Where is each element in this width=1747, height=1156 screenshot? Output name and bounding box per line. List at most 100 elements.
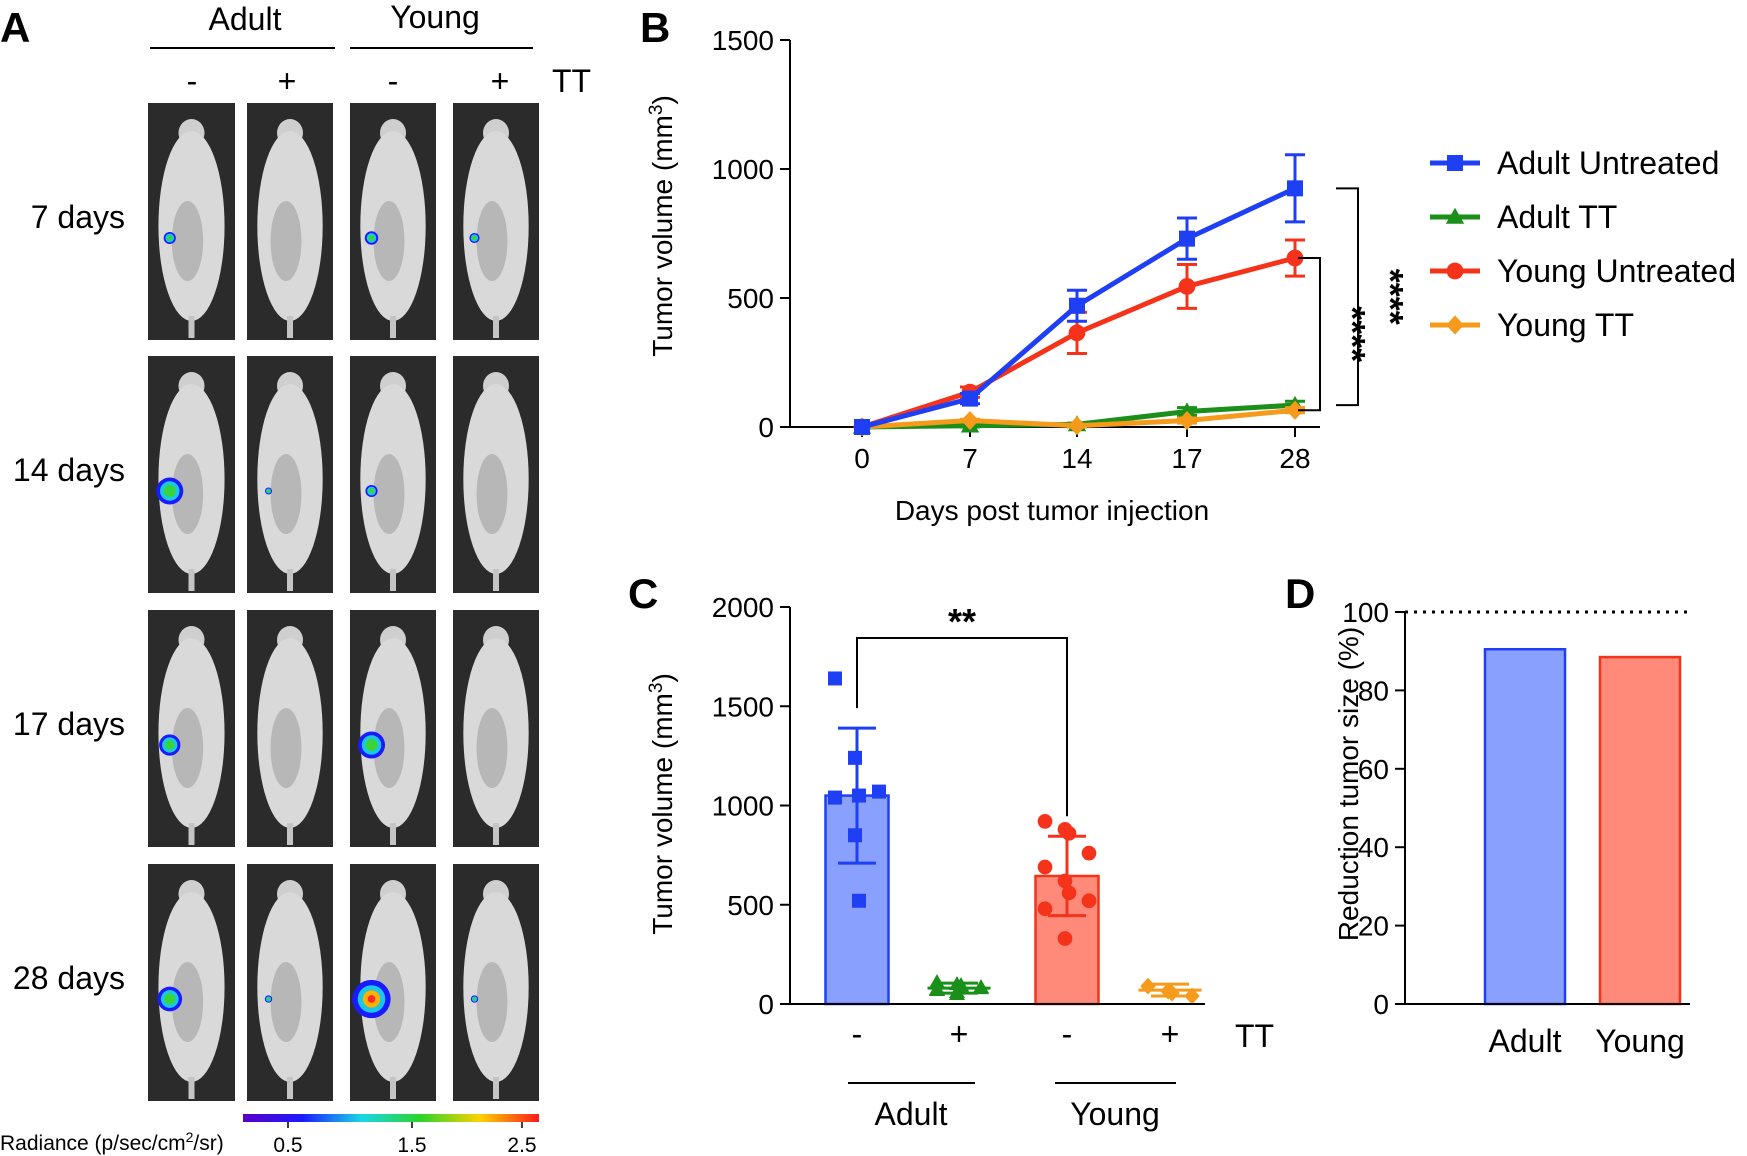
individual-point xyxy=(1061,825,1077,841)
row-label-4: 28 days xyxy=(13,960,125,996)
panel-c-bar-chart: 0 500 1000 1500 2000 - + - + TT Adult Young ** xyxy=(712,592,1274,1132)
bioluminescence-inner xyxy=(167,235,173,241)
data-point xyxy=(1286,249,1304,267)
legend-marker xyxy=(1445,207,1465,224)
x-tick-label: 0 xyxy=(854,443,870,474)
y-tick-label: 1000 xyxy=(712,154,774,185)
category-label: Young xyxy=(1595,1023,1685,1059)
significance-stars: **** xyxy=(1332,306,1373,362)
individual-point xyxy=(848,828,862,843)
treatment-sign: - xyxy=(1062,1016,1073,1052)
mouse-organ-shadow xyxy=(476,962,508,1042)
mouse-image-r1-c1 xyxy=(148,103,235,340)
mouse-tail xyxy=(390,569,396,591)
bar-adult xyxy=(1483,647,1567,1006)
panel-c: C 0 500 1000 1500 2000 - + - + TT Adult Young ** Tum… xyxy=(628,570,1274,1132)
data-point xyxy=(1178,410,1196,431)
bioluminescence-inner xyxy=(164,740,175,750)
x-tick-label: 28 xyxy=(1279,443,1310,474)
panel-b: B 0 500 1000 1500 0 7 14 17 28 ******** Adult Untr… xyxy=(640,4,1736,526)
x-tick-label: 17 xyxy=(1171,443,1202,474)
data-point xyxy=(961,410,979,431)
radiance-colorbar: 0.5 1.5 2.5 xyxy=(243,1114,539,1156)
mouse-organ-shadow xyxy=(171,962,204,1042)
panel-a-sign-4: + xyxy=(491,63,510,99)
individual-point xyxy=(852,893,866,908)
panel-a-group-adult: Adult xyxy=(209,1,282,37)
mouse-organ-shadow xyxy=(270,708,302,788)
bioluminescence-inner xyxy=(368,488,375,494)
mouse-image-r2-c1 xyxy=(148,356,235,593)
individual-point xyxy=(1057,873,1073,889)
bar-group-1 xyxy=(824,671,890,1006)
panel-a-group-young: Young xyxy=(390,0,480,35)
individual-point xyxy=(828,671,842,686)
bioluminescence-inner xyxy=(163,484,176,498)
bar-group-2 xyxy=(927,974,991,1001)
legend-label: Adult Untreated xyxy=(1497,145,1719,181)
mouse-image-r4-c4 xyxy=(453,864,539,1101)
data-point xyxy=(1179,230,1195,247)
panel-a-image-grid: 7 days 14 days 17 days 28 days xyxy=(13,103,539,1101)
mouse-organ-shadow xyxy=(476,201,508,281)
mouse-organ-shadow xyxy=(373,201,405,281)
y-tick-label: 0 xyxy=(1373,989,1389,1020)
individual-point xyxy=(1061,885,1077,901)
colorbar-tick-label: 1.5 xyxy=(397,1134,426,1156)
y-tick-label: 60 xyxy=(1358,754,1389,785)
legend-label: Adult TT xyxy=(1497,199,1617,235)
data-point xyxy=(1177,402,1197,419)
y-tick-label: 0 xyxy=(758,989,774,1020)
individual-point xyxy=(948,986,966,1001)
mouse-tail xyxy=(493,823,499,845)
mouse-tail xyxy=(390,823,396,845)
panel-d-ylabel: Reduction tumor size (%) xyxy=(1333,627,1364,941)
mouse-tail xyxy=(287,1077,293,1099)
data-point xyxy=(1068,324,1086,342)
significance-bracket-1: **** xyxy=(1336,187,1411,407)
mouse-image-r1-c3 xyxy=(350,103,436,340)
mouse-organ-shadow xyxy=(476,454,508,534)
colorbar-tick-label: 0.5 xyxy=(273,1134,302,1156)
mouse-image-r3-c1 xyxy=(148,610,235,847)
mouse-image-r3-c3 xyxy=(350,610,436,847)
colorbar-bar xyxy=(243,1114,539,1122)
bar-young xyxy=(1598,655,1682,1006)
panel-d-bar-chart: Adult Young 0 20 40 60 80 100 xyxy=(1342,597,1690,1059)
individual-point xyxy=(1164,984,1180,1002)
y-tick-label: 100 xyxy=(1342,597,1389,628)
panel-a-letter: A xyxy=(0,4,30,51)
significance-bracket: ** xyxy=(856,601,1068,817)
mouse-organ-shadow xyxy=(373,708,405,788)
mouse-tail xyxy=(188,569,195,591)
individual-point xyxy=(1140,977,1156,995)
individual-point xyxy=(1057,931,1073,946)
bioluminescence-core xyxy=(367,995,376,1003)
bioluminescence-inner xyxy=(472,235,477,241)
y-tick-label: 1000 xyxy=(712,791,774,822)
mouse-tail xyxy=(493,569,499,591)
category-label: Adult xyxy=(1489,1023,1562,1059)
individual-point xyxy=(848,750,862,765)
y-tick-label: 1500 xyxy=(712,25,774,56)
panel-a-sign-2: + xyxy=(278,63,297,99)
individual-point xyxy=(1081,845,1097,861)
y-tick-label: 20 xyxy=(1358,911,1389,942)
group-label-young: Young xyxy=(1070,1096,1160,1132)
radiance-label: Radiance (p/sec/cm2/sr) xyxy=(0,1129,224,1155)
legend-label: Young Untreated xyxy=(1497,253,1736,289)
mouse-image-r2-c4 xyxy=(453,356,539,593)
individual-point xyxy=(1037,814,1053,829)
mouse-organ-shadow xyxy=(171,454,204,534)
mouse-image-r2-c2 xyxy=(247,356,333,593)
mouse-image-r3-c2 xyxy=(247,610,333,847)
y-tick-label: 500 xyxy=(727,890,774,921)
mouse-tail xyxy=(390,1077,396,1099)
mouse-image-r4-c3 xyxy=(350,864,436,1101)
data-point xyxy=(1287,180,1303,197)
panel-d-letter: D xyxy=(1285,570,1315,617)
y-tick-label: 2000 xyxy=(712,592,774,623)
mouse-organ-shadow xyxy=(476,708,508,788)
significance-stars: **** xyxy=(1370,269,1411,325)
bioluminescence-inner xyxy=(365,738,378,752)
